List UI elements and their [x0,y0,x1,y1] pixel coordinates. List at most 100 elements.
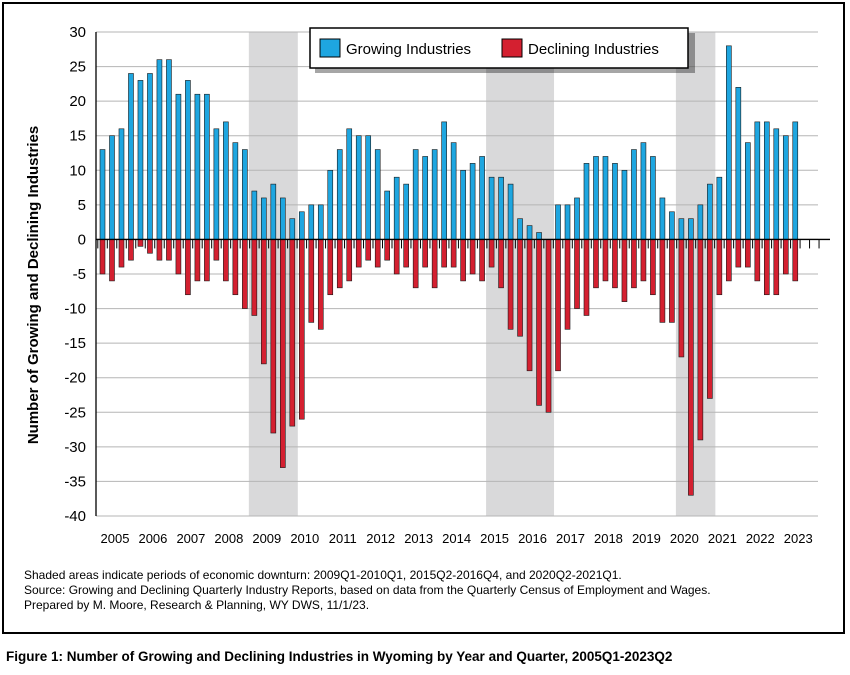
y-tick-label: -25 [64,404,86,421]
declining-bar [735,239,742,268]
y-tick-label: -40 [64,508,86,525]
figure-frame [2,2,845,634]
growing-bar [403,183,409,240]
growing-bar [194,93,201,240]
declining-bar [280,239,286,468]
declining-bar [270,239,277,434]
legend: Growing Industries Declining Industries [309,27,695,73]
growing-bar [232,142,239,240]
growing-bar [317,204,324,240]
growing-bar [213,128,220,240]
declining-bar [564,239,571,330]
x-tick-label: 2009 [252,531,281,546]
growing-bar [270,183,277,240]
legend-box [309,27,689,69]
growing-bar [450,142,457,240]
declining-bar [536,239,542,406]
growing-bar [422,156,428,240]
legend-swatch-growing [319,38,341,58]
downturn-note: Shaded areas indicate periods of economi… [24,568,622,582]
x-tick-label: 2008 [214,531,243,546]
y-tick-label: 10 [69,162,86,179]
x-tick-label: 2022 [746,531,775,546]
declining-bar [583,239,590,316]
growing-bar [118,128,125,240]
x-tick-label: 2011 [329,531,357,546]
y-tick-label: -15 [64,335,86,352]
growing-bar [763,121,770,240]
source-note: Source: Growing and Declining Quarterly … [24,583,711,597]
growing-bar [479,156,485,240]
growing-bar [261,197,267,240]
y-tick-label: 5 [78,197,86,214]
y-tick-label: -5 [73,266,86,283]
declining-bar [336,239,343,289]
x-tick-label: 2013 [404,531,433,546]
declining-bar [555,239,561,372]
growing-bar [166,59,172,240]
growing-bar [612,163,618,240]
declining-bar [688,239,694,496]
declining-bar [659,239,666,323]
x-tick-label: 2005 [101,531,130,546]
x-tick-label: 2023 [784,531,813,546]
legend-swatch-declining [501,38,523,58]
growing-bar [688,218,694,240]
declining-bar [602,239,609,282]
growing-bar [735,87,742,240]
growing-bar [251,190,258,240]
growing-bar [355,135,362,240]
growing-bar [498,176,504,240]
growing-bar [640,142,647,240]
x-tick-label: 2006 [138,531,167,546]
declining-bar [517,239,523,337]
x-tick-label: 2014 [442,531,471,546]
declining-bar [346,239,353,282]
declining-bar [678,239,685,358]
growing-bar [460,169,466,240]
declining-bar [99,239,106,275]
growing-bar [223,121,229,240]
growing-bar [555,204,561,240]
growing-bar [242,149,248,240]
figure-caption: Figure 1: Number of Growing and Declinin… [6,649,673,664]
x-tick-label: 2020 [670,531,699,546]
x-tick-label: 2016 [518,531,547,546]
declining-bar [526,239,533,372]
y-tick-label: 30 [69,24,86,41]
declining-bar [422,239,428,268]
y-tick-label: 0 [78,231,86,248]
growing-bar [384,190,391,240]
x-tick-label: 2018 [594,531,623,546]
declining-bar [782,239,789,275]
declining-bar [412,239,419,289]
declining-bar [374,239,381,268]
y-tick-label: -20 [64,370,86,387]
declining-bar [118,239,125,268]
declining-bar [147,239,153,254]
declining-bar [298,239,305,420]
growing-bar [792,121,799,240]
growing-bar [175,93,182,240]
declining-bar [431,239,438,289]
declining-bar [261,239,267,365]
growing-bar [393,176,400,240]
declining-bar [621,239,628,302]
growing-bar [621,169,628,240]
declining-bar [289,239,296,427]
declining-bar [469,239,476,275]
growing-bar [650,156,656,240]
growing-bar [574,197,580,240]
growing-bar [308,204,315,240]
declining-bar [707,239,713,399]
growing-bar [602,156,609,240]
x-tick-label: 2015 [480,531,509,546]
y-tick-labels: 30 25 20 15 10 5 0 -5 -10 -15 -20 -25 -30 -35 -40 [64,24,86,525]
growing-bar [669,211,675,240]
x-tick-labels: 2005 2006 2007 2008 2009 2010 2011 2012 2013 2014… [101,531,813,546]
x-tick-label: 2017 [556,531,585,546]
x-tick-label: 2010 [290,531,319,546]
x-tick-label: 2012 [366,531,395,546]
declining-bar [773,239,780,296]
growing-bar [659,197,666,240]
